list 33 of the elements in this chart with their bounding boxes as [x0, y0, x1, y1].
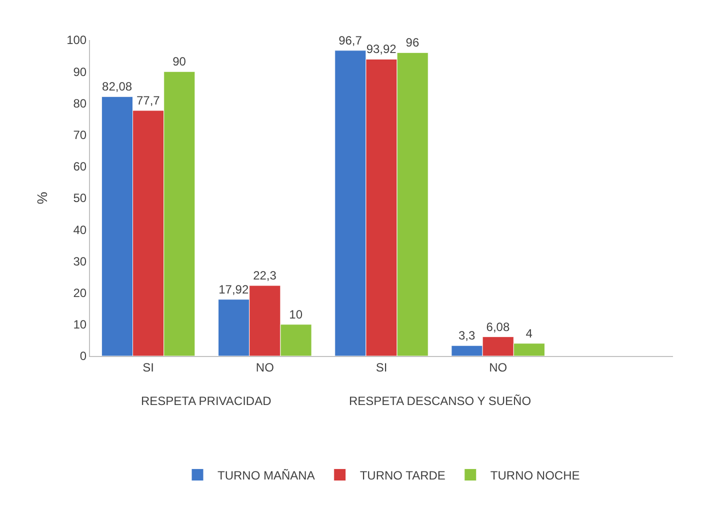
x-tick-label: SI: [376, 360, 388, 374]
text: RESPETA DESCANSO Y SUEÑO: [349, 394, 532, 408]
y-tick-label: 30: [73, 254, 87, 268]
data-label: 22,3: [253, 268, 277, 283]
y-tick-label: 80: [73, 96, 87, 110]
y-tick-label: 90: [73, 64, 87, 79]
text: RESPETA PRIVACIDAD: [141, 394, 272, 408]
data-label: 4: [526, 326, 533, 340]
legend-label: TURNO NOCHE: [490, 468, 580, 482]
data-label: 82,08: [102, 80, 132, 94]
y-tick-label: 70: [73, 128, 87, 142]
data-label: 96: [406, 36, 420, 50]
data-label: 93,92: [366, 42, 397, 56]
y-tick-label: 10: [73, 318, 87, 332]
y-tick-label: 0: [80, 349, 87, 364]
data-label: 6,08: [486, 320, 510, 334]
y-tick-label: 40: [73, 222, 87, 237]
x-tick-label: SI: [142, 360, 154, 374]
y-tick-label: 60: [73, 160, 87, 174]
x-tick-label: NO: [489, 360, 508, 374]
data-label: 77,7: [136, 93, 160, 108]
data-label: 17,92: [218, 282, 249, 296]
y-tick-label: 100: [66, 33, 87, 48]
data-label: 3,3: [458, 328, 476, 343]
y-tick-label: 20: [73, 286, 87, 300]
data-label: 10: [289, 307, 303, 322]
y-axis-title: %: [34, 192, 50, 204]
x-tick-label: NO: [256, 360, 274, 374]
data-label: 96,7: [338, 33, 362, 48]
legend-label: TURNO MAÑANA: [218, 468, 315, 482]
data-label: 90: [172, 54, 186, 69]
y-tick-label: 50: [73, 191, 87, 206]
legend-label: TURNO TARDE: [360, 468, 446, 482]
